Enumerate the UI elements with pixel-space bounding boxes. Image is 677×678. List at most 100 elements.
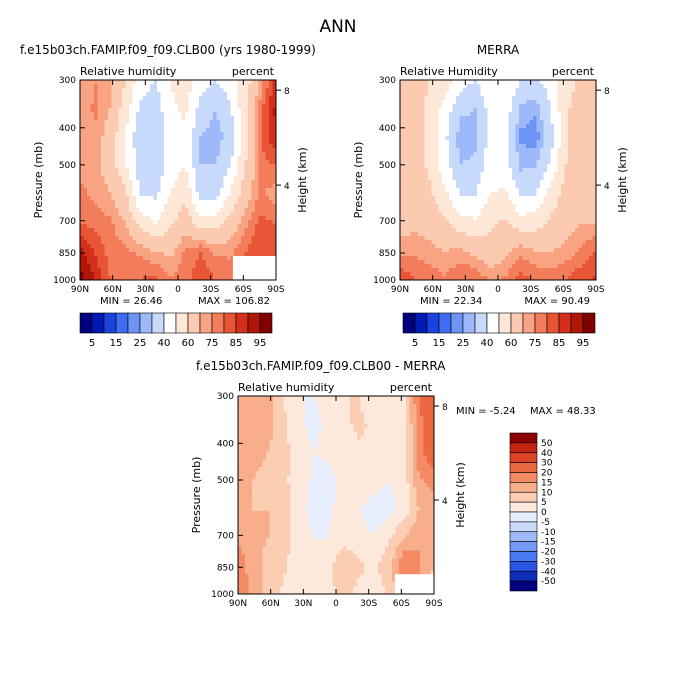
heatmap-cell	[424, 192, 429, 197]
heatmap-cell	[195, 160, 200, 165]
heatmap-cell	[592, 120, 597, 125]
heatmap-cell	[501, 172, 506, 177]
heatmap-cell	[547, 156, 551, 161]
heatmap-cell	[575, 196, 579, 201]
heatmap-cell	[501, 176, 506, 181]
heatmap-cell	[571, 168, 576, 173]
heatmap-cell	[571, 100, 576, 105]
heatmap-cell	[262, 216, 266, 221]
heatmap-cell	[188, 112, 193, 117]
heatmap-cell	[414, 208, 418, 213]
heatmap-cell	[585, 112, 590, 117]
heatmap-cell	[153, 268, 158, 273]
heatmap-cell	[529, 156, 534, 161]
heatmap-cell	[473, 96, 478, 101]
heatmap-cell	[108, 80, 112, 85]
heatmap-cell	[83, 132, 88, 137]
heatmap-cell	[466, 88, 471, 93]
heatmap-cell	[143, 116, 147, 121]
heatmap-cell	[557, 156, 562, 161]
heatmap-cell	[171, 120, 175, 125]
heatmap-cell	[456, 200, 460, 205]
heatmap-cell	[428, 108, 432, 113]
heatmap-cell	[157, 204, 161, 209]
heatmap-cell	[473, 164, 478, 169]
heatmap-cell	[456, 100, 460, 105]
heatmap-cell	[438, 204, 443, 209]
heatmap-cell	[188, 144, 193, 149]
heatmap-cell	[484, 96, 488, 101]
heatmap-cell	[160, 136, 165, 141]
heatmap-cell	[400, 216, 404, 221]
heatmap-cell	[251, 180, 256, 185]
heatmap-cell	[431, 172, 436, 177]
heatmap-cell	[533, 212, 537, 217]
heatmap-cell	[272, 120, 277, 125]
heatmap-cell	[241, 128, 245, 133]
heatmap-cell	[435, 84, 439, 89]
heatmap-cell	[505, 100, 509, 105]
heatmap-cell	[262, 152, 266, 157]
heatmap-cell	[512, 152, 516, 157]
heatmap-cell	[122, 160, 126, 165]
heatmap-cell	[160, 84, 165, 89]
heatmap-cell	[143, 140, 147, 145]
heatmap-cell	[438, 160, 443, 165]
heatmap-cell	[132, 264, 137, 269]
heatmap-cell	[195, 172, 200, 177]
heatmap-cell	[571, 152, 576, 157]
heatmap-cell	[206, 232, 210, 237]
heatmap-cell	[181, 116, 186, 121]
heatmap-cell	[174, 116, 179, 121]
heatmap-cell	[87, 160, 91, 165]
heatmap-cell	[414, 216, 418, 221]
heatmap-cell	[487, 160, 492, 165]
heatmap-cell	[262, 192, 266, 197]
right-string: percent	[552, 65, 595, 78]
heatmap-cell	[498, 160, 502, 165]
heatmap-cell	[498, 208, 502, 213]
heatmap-cell	[237, 116, 242, 121]
heatmap-cell	[477, 212, 481, 217]
heatmap-cell	[171, 80, 175, 85]
heatmap-cell	[87, 200, 91, 205]
heatmap-cell	[195, 188, 200, 193]
heatmap-cell	[421, 108, 425, 113]
heatmap-cell	[519, 164, 523, 169]
heatmap-cell	[101, 140, 105, 145]
heatmap-cell	[125, 196, 130, 201]
heatmap-cell	[143, 212, 147, 217]
heatmap-cell	[557, 176, 562, 181]
heatmap-cell	[241, 204, 245, 209]
heatmap-cell	[424, 124, 429, 129]
heatmap-cell	[554, 132, 558, 137]
heatmap-cell	[202, 220, 207, 225]
heatmap-cell	[414, 176, 418, 181]
heatmap-cell	[125, 168, 130, 173]
heatmap-cell	[258, 128, 263, 133]
heatmap-cell	[146, 80, 151, 85]
heatmap-cell	[501, 104, 506, 109]
heatmap-cell	[512, 124, 516, 129]
heatmap-cell	[115, 100, 119, 105]
heatmap-cell	[195, 180, 200, 185]
heatmap-cell	[265, 204, 270, 209]
heatmap-cell	[136, 204, 140, 209]
heatmap-cell	[265, 168, 270, 173]
heatmap-cell	[505, 176, 509, 181]
heatmap-cell	[255, 232, 259, 237]
heatmap-cell	[449, 188, 453, 193]
heatmap-cell	[561, 220, 565, 225]
heatmap-cell	[206, 96, 210, 101]
heatmap-cell	[122, 164, 126, 169]
heatmap-cell	[421, 208, 425, 213]
heatmap-cell	[575, 216, 579, 221]
heatmap-cell	[582, 136, 586, 141]
heatmap-cell	[508, 208, 513, 213]
heatmap-cell	[230, 104, 235, 109]
heatmap-cell	[463, 188, 467, 193]
heatmap-cell	[132, 208, 137, 213]
heatmap-cell	[153, 92, 158, 97]
heatmap-cell	[111, 188, 116, 193]
heatmap-cell	[153, 144, 158, 149]
